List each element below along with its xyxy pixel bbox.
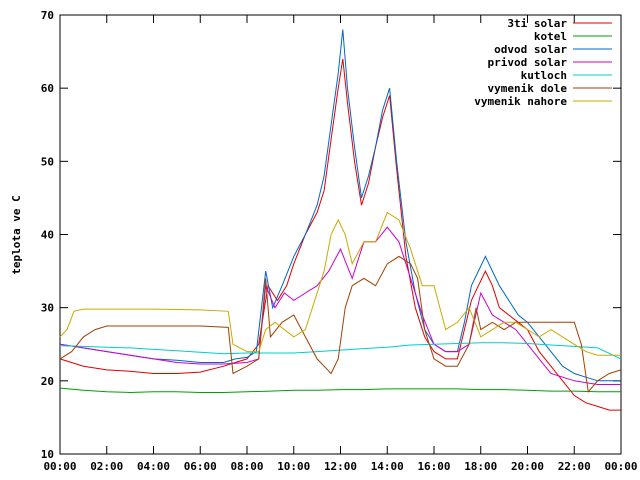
series-line-privod-solar bbox=[59, 226, 621, 385]
x-tick-label: 00:00 bbox=[43, 460, 76, 473]
series-line-kutloch bbox=[59, 342, 622, 360]
legend-label: vymenik nahore bbox=[474, 95, 567, 108]
y-axis-label: teplota ve C bbox=[10, 195, 23, 274]
series-line-odvod-solar bbox=[59, 29, 621, 382]
x-tick-label: 18:00 bbox=[464, 460, 497, 473]
x-tick-label: 22:00 bbox=[558, 460, 591, 473]
series-line-3ti-solar bbox=[59, 58, 621, 411]
legend-label: kutloch bbox=[521, 69, 567, 82]
x-tick-label: 00:00 bbox=[604, 460, 637, 473]
series-line-kotel bbox=[59, 387, 621, 394]
x-tick-label: 04:00 bbox=[137, 460, 170, 473]
x-tick-label: 10:00 bbox=[277, 460, 310, 473]
x-tick-label: 12:00 bbox=[324, 460, 357, 473]
y-tick-label: 20 bbox=[41, 375, 54, 388]
x-tick-label: 08:00 bbox=[230, 460, 263, 473]
y-tick-label: 70 bbox=[41, 9, 54, 22]
series-lines bbox=[59, 29, 622, 411]
x-axis-ticks: 00:00 02:00 04:00 06:00 08:00 10:00 12:00 14:00… bbox=[43, 15, 638, 473]
series-line-vymenik-dole bbox=[59, 255, 622, 393]
legend-label: vymenik dole bbox=[488, 82, 568, 95]
legend-label: odvod solar bbox=[494, 43, 567, 56]
y-tick-label: 30 bbox=[41, 302, 54, 315]
y-tick-label: 40 bbox=[41, 229, 54, 242]
x-tick-label: 06:00 bbox=[184, 460, 217, 473]
x-tick-label: 16:00 bbox=[417, 460, 450, 473]
y-tick-label: 60 bbox=[41, 82, 54, 95]
x-tick-label: 20:00 bbox=[511, 460, 544, 473]
y-axis-ticks: 10 20 30 40 50 60 70 bbox=[41, 9, 621, 461]
x-tick-label: 02:00 bbox=[90, 460, 123, 473]
series-line-vymenik-nahore bbox=[59, 211, 621, 356]
legend-label: 3ti solar bbox=[507, 17, 567, 30]
y-tick-label: 10 bbox=[41, 448, 54, 461]
legend-label: kotel bbox=[534, 30, 567, 43]
y-tick-label: 50 bbox=[41, 155, 54, 168]
x-tick-label: 14:00 bbox=[371, 460, 404, 473]
legend-label: privod solar bbox=[488, 56, 568, 69]
